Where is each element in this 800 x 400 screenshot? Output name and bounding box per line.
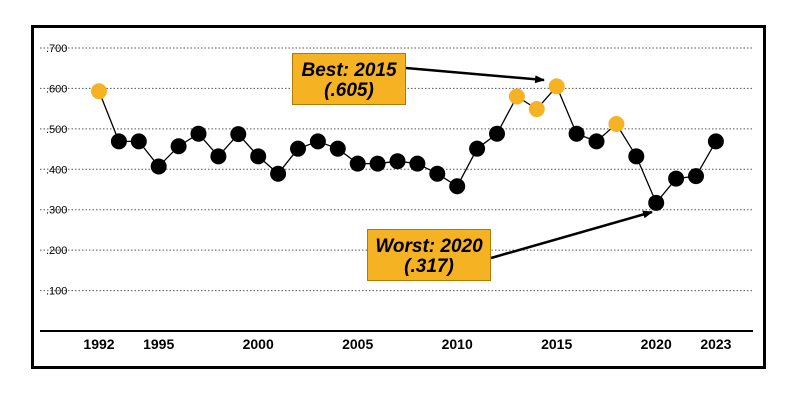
data-point bbox=[270, 165, 287, 182]
data-point bbox=[508, 88, 525, 105]
best-callout: Best: 2015 (.605) bbox=[292, 53, 406, 105]
data-point bbox=[91, 83, 107, 100]
x-tick-label: 1992 bbox=[83, 336, 114, 352]
data-point bbox=[568, 125, 585, 142]
data-point bbox=[170, 138, 187, 155]
x-tick-labels: 1992 1995 2000 2005 2010 2015 2020 2023 bbox=[83, 336, 731, 352]
worst-arrow bbox=[490, 210, 653, 260]
data-point bbox=[329, 140, 346, 157]
data-point bbox=[528, 101, 545, 118]
series-line bbox=[98, 85, 717, 205]
data-point bbox=[210, 148, 227, 165]
y-tick-label: .200 bbox=[46, 245, 67, 257]
data-point bbox=[707, 133, 724, 150]
data-point bbox=[548, 78, 565, 95]
best-callout-title: Best: 2015 bbox=[301, 60, 397, 81]
best-arrow bbox=[405, 66, 545, 84]
y-tick-label: .500 bbox=[46, 124, 67, 136]
data-point bbox=[469, 140, 486, 157]
data-point bbox=[389, 153, 406, 170]
data-point bbox=[250, 148, 267, 165]
data-point bbox=[429, 165, 446, 182]
data-point bbox=[130, 133, 147, 150]
best-callout-value: (.605) bbox=[324, 80, 374, 101]
x-tick-label: 2005 bbox=[342, 336, 373, 352]
chart-frame bbox=[31, 25, 766, 369]
data-point bbox=[190, 125, 207, 142]
x-tick-label: 2015 bbox=[541, 336, 572, 352]
x-tick-label: 2023 bbox=[700, 336, 731, 352]
data-point bbox=[648, 194, 665, 211]
worst-callout-title: Worst: 2020 bbox=[375, 236, 483, 257]
worst-callout: Worst: 2020 (.317) bbox=[367, 229, 491, 281]
x-tick-label: 2010 bbox=[442, 336, 473, 352]
data-point bbox=[668, 170, 685, 187]
data-point bbox=[150, 158, 167, 175]
data-point bbox=[110, 133, 127, 150]
callout-arrows bbox=[405, 66, 653, 260]
data-point bbox=[349, 155, 366, 172]
data-point bbox=[290, 140, 306, 157]
data-points bbox=[91, 78, 724, 211]
y-tick-label: .700 bbox=[46, 43, 67, 55]
data-point bbox=[409, 155, 426, 172]
data-point bbox=[688, 168, 704, 185]
worst-callout-value: (.317) bbox=[404, 256, 454, 277]
y-tick-labels: .100 .200 .300 .400 .500 .600 .700 bbox=[46, 43, 67, 298]
data-point bbox=[608, 115, 625, 132]
data-point bbox=[309, 133, 326, 150]
data-point bbox=[489, 125, 505, 142]
data-point bbox=[588, 133, 605, 150]
data-point bbox=[628, 148, 645, 165]
y-tick-label: .300 bbox=[46, 205, 67, 217]
data-point bbox=[449, 178, 466, 195]
x-tick-label: 1995 bbox=[143, 336, 174, 352]
data-point bbox=[230, 126, 247, 143]
x-tick-label: 2000 bbox=[243, 336, 274, 352]
y-tick-label: .600 bbox=[46, 83, 67, 95]
y-tick-label: .400 bbox=[46, 164, 67, 176]
data-point bbox=[369, 155, 386, 172]
y-tick-label: .100 bbox=[46, 286, 67, 298]
x-tick-label: 2020 bbox=[641, 336, 672, 352]
